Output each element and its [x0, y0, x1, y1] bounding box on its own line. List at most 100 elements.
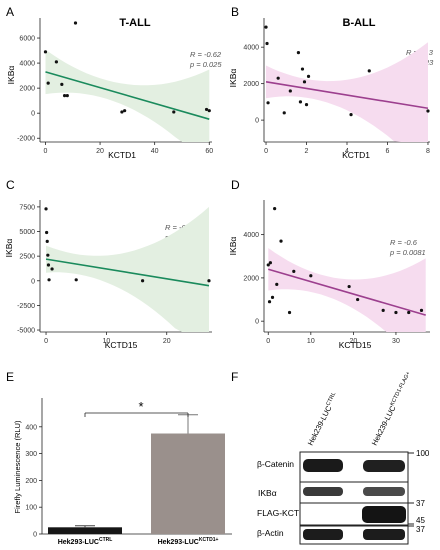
blot-label-ikba: IKBα — [258, 488, 277, 498]
bar-label-kctd1: Hek293-LUCKCTD1+ — [158, 537, 219, 546]
panel-b-x-tick-label: 6 — [386, 148, 390, 155]
panel-b-x-tick-label: 2 — [305, 148, 309, 155]
marker-ikba: 37 — [416, 499, 425, 508]
panel-b-data-point — [367, 69, 371, 73]
panel-c-ylabel: IKBα — [4, 239, 14, 258]
panel-c-fit-line — [45, 258, 210, 287]
marker-beta-actin: 45 — [416, 516, 425, 525]
panel-b-data-point — [264, 25, 268, 29]
panel-a-data-point — [60, 82, 64, 86]
panel-c-data-point — [45, 239, 49, 243]
panel-c-x-tick-label: 20 — [163, 338, 171, 345]
marker-flag-kctd1: 37 — [416, 525, 425, 534]
panel-c-y-tick-label: -2500 — [17, 303, 35, 310]
panel-a-ylabel: IKBα — [6, 66, 16, 85]
panel-a-y-tick-label: 2000 — [19, 86, 35, 93]
lane-label-kctd1-flag: Hek239-LUCKCTD1-FLAG+ — [370, 371, 415, 447]
panel-a-x-tick-label: 0 — [44, 148, 48, 155]
scatter-panel-d: KCTD15 IKBα R = -0.6 p = 0.0081 0 10 20 30 0… — [228, 200, 430, 350]
panel-a-title: T-ALL — [119, 17, 150, 29]
blot-band-kctd1-flag — [362, 506, 406, 523]
panel-c-data-point — [46, 263, 51, 267]
panel-c-data-point — [74, 278, 78, 282]
blot-label-beta-actin: β-Actin — [257, 528, 284, 538]
blot-band-ctrl-beta-catenin — [303, 459, 343, 472]
blot-band-ctrl-ikba — [303, 487, 343, 496]
panel-a-x-tick-label: 40 — [151, 148, 159, 155]
panel-a-data-point — [65, 94, 69, 98]
panel-b-data-point — [302, 80, 307, 84]
panel-a-data-point — [123, 109, 127, 113]
western-blot-panel-f: Hek239-LUCCTRL Hek239-LUCKCTD1-FLAG+ β-C… — [257, 371, 430, 545]
panel-a-data-point — [172, 110, 176, 114]
significance-star: * — [138, 399, 143, 414]
panel-b-data-point — [349, 113, 353, 117]
panel-letter-c: C — [6, 178, 15, 192]
marker-beta-catenin: 100 — [416, 449, 430, 458]
panel-d-x-tick-label: 0 — [266, 338, 270, 345]
panel-b-ylabel: IKBα — [228, 69, 238, 88]
panel-letter-f: F — [231, 370, 238, 384]
panel-d-y-tick-label: 0 — [255, 319, 259, 326]
panel-d-data-point — [309, 274, 313, 278]
panel-c-x-tick-label: 10 — [102, 338, 110, 345]
panel-e-y-tick-label: 400 — [25, 424, 37, 431]
blot-label-flag-kctd1: FLAG-KCTD1 — [257, 508, 310, 518]
panel-d-data-point — [279, 239, 283, 243]
panel-a-y-tick-label: 4000 — [19, 61, 35, 68]
blot-band-kctd1-beta-catenin — [363, 460, 405, 472]
panel-c-xlabel: KCTD15 — [105, 340, 138, 350]
panel-d-p-text: p = 0.0081 — [389, 248, 426, 257]
panel-c-data-point — [44, 207, 48, 211]
panel-c-data-point — [207, 279, 211, 283]
panel-d-data-point — [267, 300, 272, 304]
lane-label-ctrl: Hek239-LUCCTRL — [306, 391, 340, 447]
panel-b-data-point — [282, 111, 286, 115]
panel-d-confidence-band — [268, 248, 426, 332]
panel-a-data-point — [207, 109, 211, 113]
panel-b-x-tick-label: 4 — [345, 148, 349, 155]
panel-d-data-point — [407, 310, 411, 315]
blot-band-kctd1-beta-actin — [363, 529, 405, 540]
panel-d-data-point — [273, 207, 277, 211]
panel-d-data-point — [268, 261, 272, 265]
panel-d-r-text: R = -0.6 — [390, 238, 418, 247]
panel-d-data-point — [270, 295, 275, 299]
panel-a-y-tick-label: 6000 — [19, 36, 35, 43]
panel-b-data-point — [306, 74, 311, 78]
panel-a-r-text: R = -0.62 — [190, 50, 222, 59]
panel-b-data-point — [304, 103, 309, 107]
panel-e-y-tick-label: 0 — [33, 532, 37, 539]
panel-c-y-tick-label: 5000 — [19, 229, 35, 236]
panel-d-data-point — [266, 263, 270, 267]
panel-d-y-tick-label: 4000 — [243, 232, 259, 239]
panel-a-xlabel: KCTD1 — [108, 150, 136, 160]
panel-a-data-point — [73, 21, 78, 25]
panel-a-y-tick-label: 0 — [31, 111, 35, 118]
scatter-panel-c: KCTD15 IKBα R = -0.43 p = 0.14 01020-500… — [4, 200, 212, 350]
panel-d-x-tick-label: 30 — [392, 338, 400, 345]
panel-c-data-point — [47, 278, 51, 282]
panel-b-x-tick-label: 8 — [426, 148, 430, 155]
panel-a-data-point — [204, 107, 209, 112]
panel-d-x-tick-label: 10 — [307, 338, 315, 345]
panel-b-data-point — [265, 41, 269, 46]
panel-b-data-point — [300, 67, 305, 71]
panel-letter-a: A — [6, 5, 14, 19]
panel-a-data-point — [43, 50, 48, 54]
blot-label-beta-catenin: β-Catenin — [257, 459, 294, 469]
panel-letter-b: B — [231, 5, 239, 19]
panel-b-xlabel: KCTD1 — [342, 150, 370, 160]
panel-d-fit-line — [268, 268, 426, 316]
panel-d-ylabel: IKBα — [228, 237, 238, 256]
panel-d-x-tick-label: 20 — [349, 338, 357, 345]
scatter-panel-b: B-ALL KCTD1 IKBα R = -0.3 p = 0.23 02468… — [228, 17, 434, 160]
panel-b-data-point — [266, 101, 270, 105]
panel-b-confidence-band — [266, 42, 428, 143]
panel-e-ylabel: Firefly Luminescence (RLU) — [13, 420, 22, 513]
panel-b-title: B-ALL — [343, 17, 376, 29]
bar-label-ctrl: Hek293-LUCCTRL — [58, 537, 113, 546]
panel-a-x-tick-label: 60 — [205, 148, 213, 155]
panel-e-y-tick-label: 100 — [25, 505, 37, 512]
panel-d-data-point — [394, 310, 398, 315]
